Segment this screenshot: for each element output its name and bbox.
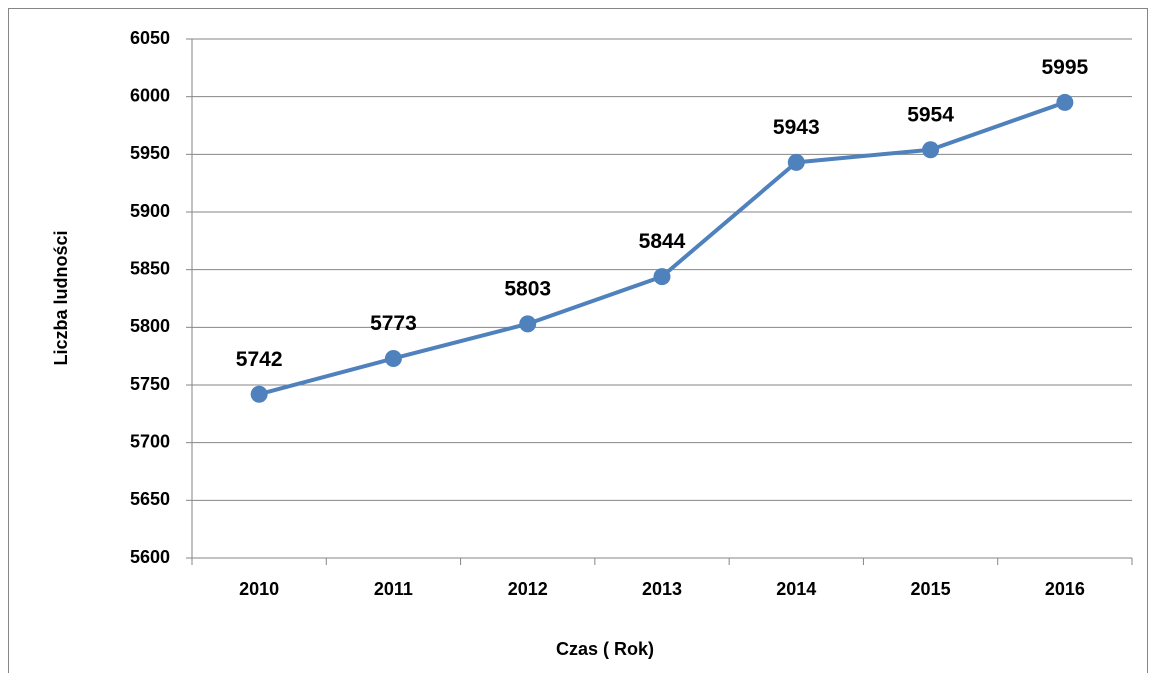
y-tick-label: 5950 bbox=[130, 143, 170, 163]
y-tick-label: 6000 bbox=[130, 85, 170, 105]
x-tick-label: 2012 bbox=[508, 579, 548, 599]
chart-frame bbox=[8, 8, 1148, 673]
data-label: 5954 bbox=[907, 103, 954, 126]
data-label: 5803 bbox=[504, 277, 551, 300]
y-tick-label: 5900 bbox=[130, 201, 170, 221]
data-label: 5742 bbox=[236, 348, 283, 371]
data-point bbox=[519, 315, 537, 333]
x-tick-label: 2015 bbox=[911, 579, 951, 599]
x-axis-title: Czas ( Rok) bbox=[556, 639, 654, 659]
data-point bbox=[653, 268, 671, 286]
y-tick-label: 6050 bbox=[130, 28, 170, 48]
x-tick-label: 2010 bbox=[239, 579, 279, 599]
y-tick-label: 5800 bbox=[130, 316, 170, 336]
y-tick-label: 5850 bbox=[130, 258, 170, 278]
data-point bbox=[384, 349, 402, 367]
data-label: 5844 bbox=[639, 230, 686, 253]
x-tick-label: 2014 bbox=[776, 579, 816, 599]
y-tick-label: 5700 bbox=[130, 431, 170, 451]
data-point bbox=[250, 385, 268, 403]
x-tick-label: 2011 bbox=[374, 579, 413, 599]
y-tick-label: 5750 bbox=[130, 374, 170, 394]
x-tick-label: 2013 bbox=[642, 579, 682, 599]
x-tick-label: 2016 bbox=[1045, 579, 1085, 599]
data-point bbox=[1056, 93, 1074, 111]
data-label: 5995 bbox=[1041, 56, 1088, 79]
data-point bbox=[922, 141, 940, 159]
y-axis-title: Liczba ludności bbox=[51, 230, 71, 365]
y-tick-label: 5650 bbox=[130, 489, 170, 509]
data-label: 5773 bbox=[370, 312, 417, 335]
y-tick-label: 5600 bbox=[130, 547, 170, 567]
data-label: 5943 bbox=[773, 116, 820, 139]
data-point bbox=[787, 153, 805, 171]
